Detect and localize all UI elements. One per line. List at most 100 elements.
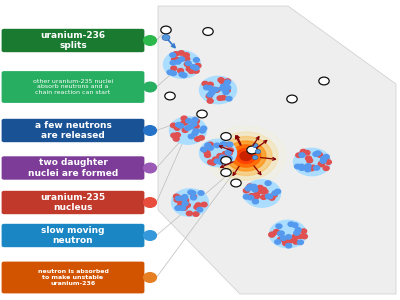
Circle shape [288, 222, 294, 226]
Circle shape [319, 77, 329, 85]
Circle shape [262, 189, 268, 194]
Circle shape [226, 151, 232, 155]
Circle shape [293, 148, 331, 176]
Circle shape [204, 150, 210, 155]
Circle shape [193, 69, 199, 73]
Circle shape [190, 195, 196, 200]
Circle shape [302, 234, 307, 239]
Circle shape [193, 66, 199, 70]
Circle shape [281, 237, 287, 242]
Circle shape [294, 164, 300, 169]
Circle shape [144, 163, 156, 173]
Circle shape [256, 187, 262, 191]
Circle shape [252, 199, 258, 204]
Circle shape [217, 96, 223, 100]
Circle shape [269, 232, 275, 237]
Circle shape [220, 158, 226, 162]
Circle shape [181, 196, 187, 201]
Circle shape [197, 207, 203, 212]
Circle shape [213, 158, 219, 163]
Circle shape [165, 92, 175, 100]
Circle shape [144, 273, 156, 282]
Circle shape [314, 166, 320, 170]
Circle shape [210, 161, 216, 165]
Circle shape [308, 166, 314, 171]
Circle shape [185, 61, 191, 65]
Circle shape [199, 139, 237, 167]
Circle shape [272, 191, 278, 195]
Circle shape [163, 50, 201, 79]
Circle shape [179, 72, 185, 77]
Circle shape [305, 167, 311, 172]
Circle shape [207, 142, 213, 147]
Circle shape [161, 26, 171, 34]
Text: a few neutrons
are released: a few neutrons are released [34, 121, 112, 140]
Circle shape [243, 179, 281, 208]
Circle shape [176, 123, 182, 127]
Circle shape [195, 203, 201, 207]
Circle shape [144, 126, 156, 135]
Circle shape [261, 195, 267, 200]
Circle shape [252, 155, 258, 160]
Circle shape [222, 152, 228, 156]
Circle shape [224, 88, 230, 92]
Circle shape [193, 124, 199, 129]
Circle shape [214, 143, 220, 148]
Circle shape [171, 66, 177, 70]
Circle shape [251, 184, 257, 189]
Circle shape [299, 153, 305, 158]
Circle shape [304, 151, 310, 155]
Circle shape [300, 149, 306, 154]
Circle shape [252, 196, 258, 201]
Circle shape [199, 76, 237, 104]
Circle shape [247, 184, 253, 189]
Circle shape [186, 67, 192, 71]
Circle shape [193, 212, 199, 216]
Circle shape [212, 87, 218, 92]
Circle shape [224, 88, 230, 93]
Circle shape [184, 53, 189, 57]
Circle shape [194, 119, 199, 123]
Circle shape [323, 156, 329, 160]
Circle shape [321, 156, 327, 161]
Circle shape [190, 191, 196, 195]
Circle shape [211, 87, 217, 92]
Circle shape [144, 82, 156, 92]
Circle shape [220, 95, 226, 100]
Circle shape [269, 232, 275, 236]
Circle shape [258, 189, 264, 194]
Circle shape [181, 121, 187, 125]
Circle shape [293, 240, 299, 244]
Circle shape [192, 131, 198, 136]
Circle shape [267, 194, 273, 199]
Circle shape [245, 186, 251, 191]
Circle shape [175, 60, 181, 64]
Circle shape [266, 194, 271, 199]
Circle shape [175, 206, 181, 210]
Circle shape [178, 51, 184, 55]
Circle shape [188, 190, 194, 195]
Circle shape [243, 195, 249, 199]
Circle shape [186, 119, 192, 123]
Circle shape [170, 53, 176, 57]
Circle shape [265, 181, 271, 185]
Circle shape [252, 188, 258, 192]
Circle shape [194, 58, 199, 62]
Circle shape [178, 206, 184, 210]
Circle shape [193, 119, 199, 123]
Circle shape [207, 99, 213, 103]
Circle shape [255, 149, 261, 154]
Circle shape [208, 146, 214, 150]
Circle shape [269, 196, 275, 200]
Circle shape [221, 157, 231, 164]
Circle shape [162, 34, 170, 40]
Circle shape [174, 194, 180, 199]
Circle shape [286, 243, 292, 248]
Circle shape [207, 86, 213, 90]
Circle shape [184, 62, 190, 67]
Circle shape [204, 85, 210, 90]
Circle shape [176, 196, 182, 200]
Circle shape [226, 142, 231, 147]
Circle shape [221, 169, 231, 176]
Circle shape [220, 136, 272, 176]
